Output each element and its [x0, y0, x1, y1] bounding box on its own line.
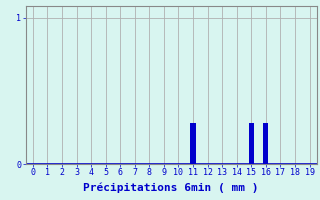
Bar	[263, 123, 268, 164]
X-axis label: Précipitations 6min ( mm ): Précipitations 6min ( mm )	[84, 183, 259, 193]
Bar	[249, 123, 254, 164]
Bar	[190, 123, 196, 164]
